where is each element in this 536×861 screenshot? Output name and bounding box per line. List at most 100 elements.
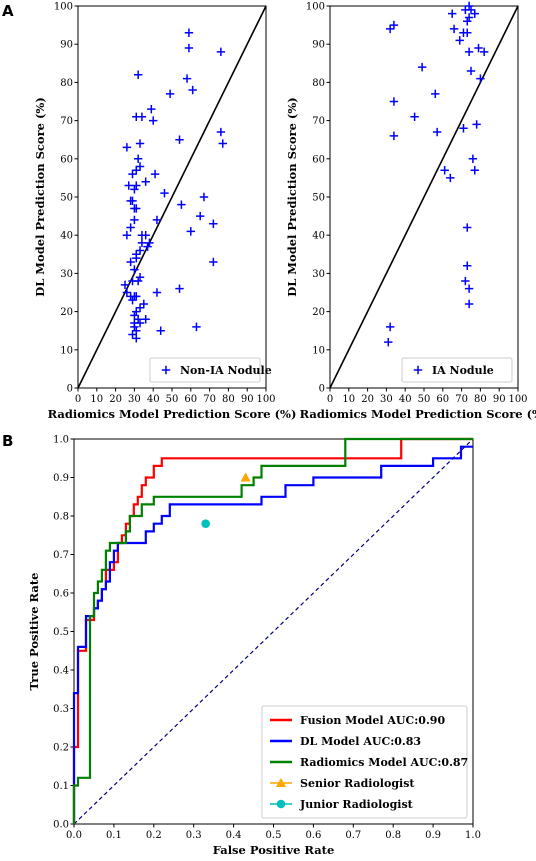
left-y-tick-label: 50 <box>60 193 73 204</box>
left-data-point <box>216 47 226 57</box>
right-data-point <box>464 47 474 57</box>
right-data-point <box>464 284 474 293</box>
panel-label-b: B <box>2 432 13 450</box>
roc-y-tick-label: 0.7 <box>53 550 69 561</box>
left-data-point <box>128 196 137 206</box>
roc-x-tick-label: 0.3 <box>186 830 202 841</box>
left-data-point <box>135 273 145 282</box>
roc-y-tick-label: 1.0 <box>53 435 69 446</box>
left-x-tick-label: 0 <box>75 394 81 405</box>
left-data-point <box>165 89 175 99</box>
left-x-tick-label: 50 <box>166 394 179 405</box>
left-data-point <box>137 112 147 121</box>
left-data-point <box>132 166 141 175</box>
left-y-tick-label: 70 <box>60 116 73 127</box>
left-data-point <box>186 227 195 236</box>
left-data-point <box>188 85 197 95</box>
right-y-tick-label: 100 <box>306 2 325 13</box>
left-x-tick-label: 90 <box>241 394 254 405</box>
right-x-tick-label: 30 <box>380 394 393 405</box>
right-y-tick-label: 30 <box>312 269 325 280</box>
left-y-tick-label: 60 <box>60 154 73 165</box>
left-data-point <box>137 231 147 240</box>
legend-dl-label: DL Model AUC:0.83 <box>300 735 421 748</box>
roc-x-tick-label: 0.8 <box>385 830 401 841</box>
right-legend-label: IA Nodule <box>432 364 494 377</box>
right-data-point <box>476 74 485 83</box>
left-y-tick-label: 100 <box>54 2 73 13</box>
left-data-point <box>122 231 132 240</box>
legend-junior-label: Junior Radiologist <box>299 798 414 811</box>
left-data-point <box>133 276 143 286</box>
left-legend-box <box>149 357 261 383</box>
legend-radiomics-label: Radiomics Model AUC:0.87 <box>300 756 468 769</box>
right-y-tick-label: 60 <box>312 154 325 165</box>
roc-x-tick-label: 0.5 <box>266 830 282 841</box>
roc-x-tick-label: 0.6 <box>305 830 321 841</box>
left-data-point <box>132 326 141 335</box>
right-x-tick-label: 20 <box>361 394 374 405</box>
left-data-point <box>128 169 137 179</box>
right-x-tick-label: 0 <box>327 394 333 405</box>
left-data-point <box>126 257 135 267</box>
roc-y-tick-label: 0.0 <box>53 820 69 831</box>
right-x-tick-label: 100 <box>508 394 527 405</box>
left-data-point <box>130 265 139 274</box>
right-data-point <box>470 9 479 18</box>
right-x-tick-label: 10 <box>342 394 355 405</box>
left-legend-label: Non-IA Nodule <box>180 364 272 377</box>
right-data-point <box>459 124 468 133</box>
right-data-point <box>384 337 393 347</box>
roc-x-tick-label: 0.9 <box>425 830 441 841</box>
roc-y-axis-title: True Positive Rate <box>27 573 41 691</box>
right-data-point <box>470 166 479 175</box>
roc-x-tick-label: 0.2 <box>146 830 162 841</box>
roc-legend-box <box>261 705 468 819</box>
left-data-point <box>175 284 184 293</box>
left-data-point <box>177 200 186 209</box>
left-data-point <box>184 43 194 53</box>
right-y-tick-label: 20 <box>312 307 325 318</box>
right-y-tick-label: 90 <box>312 40 325 51</box>
right-data-point <box>464 299 474 309</box>
left-data-point <box>192 322 201 332</box>
right-y-tick-label: 70 <box>312 116 325 127</box>
right-data-point <box>389 20 399 30</box>
left-data-point <box>137 238 147 248</box>
left-data-point <box>122 143 132 152</box>
left-data-point <box>130 311 139 320</box>
right-x-axis-title: Radiomics Model Prediction Score (%) <box>300 407 536 421</box>
roc-radiomics-model-curve <box>72 437 473 824</box>
roc-x-tick-label: 0.0 <box>66 830 82 841</box>
right-data-point <box>466 66 476 76</box>
left-data-point <box>199 192 209 202</box>
left-data-point <box>209 219 218 228</box>
left-x-axis-title: Radiomics Model Prediction Score (%) <box>48 407 297 421</box>
right-x-tick-label: 50 <box>418 394 431 405</box>
left-data-point <box>152 288 162 297</box>
right-data-point <box>479 47 489 57</box>
left-x-tick-label: 80 <box>222 394 235 405</box>
right-data-point <box>463 17 472 26</box>
scatter-plot-non-ia: 0 10 20 30 40 50 60 70 80 90 100010203040506070809… <box>33 2 296 422</box>
right-data-point <box>440 166 449 175</box>
left-data-point <box>156 326 165 335</box>
left-data-point <box>132 204 141 213</box>
left-x-tick-label: 100 <box>256 394 275 405</box>
left-y-tick-label: 10 <box>60 345 73 356</box>
right-x-tick-label: 70 <box>455 394 468 405</box>
left-y-tick-label: 30 <box>60 269 73 280</box>
roc-y-tick-label: 0.5 <box>53 627 69 638</box>
scatter-plot-ia: 0 10 20 30 40 50 60 70 80 90 100010203040506070809… <box>285 2 536 422</box>
left-data-point <box>132 181 141 190</box>
roc-y-tick-label: 0.3 <box>53 704 69 715</box>
left-data-point <box>135 303 145 312</box>
left-x-tick-label: 10 <box>90 394 103 405</box>
left-data-point <box>141 315 150 324</box>
right-data-point <box>417 62 427 72</box>
right-data-point <box>449 24 459 34</box>
roc-y-tick-label: 0.2 <box>53 743 69 754</box>
left-data-point <box>135 318 145 328</box>
left-data-point <box>196 211 205 221</box>
left-data-point <box>218 139 227 148</box>
